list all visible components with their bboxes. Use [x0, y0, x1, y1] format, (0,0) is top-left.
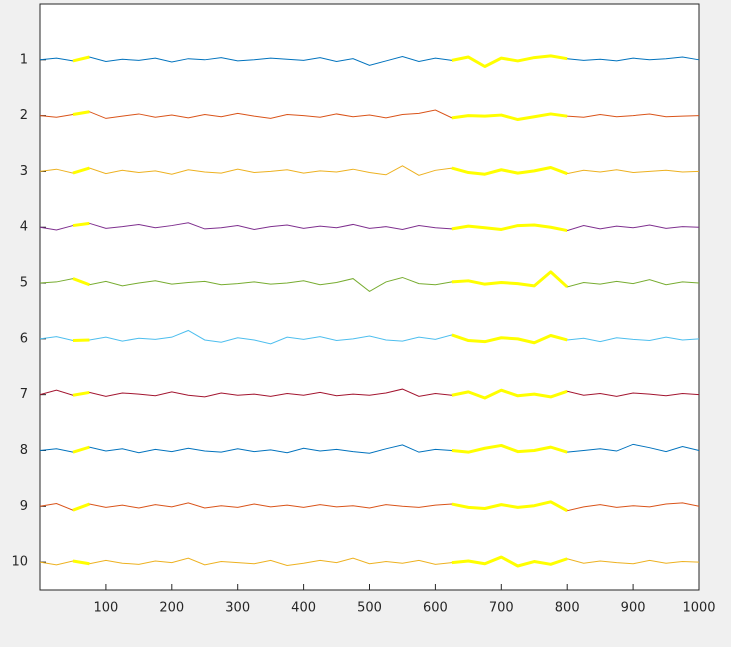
series-line: [39, 165, 700, 176]
y-tick-label: 5: [20, 276, 28, 291]
series-line: [39, 329, 700, 345]
highlight-line: [72, 502, 90, 512]
highlight-line: [72, 338, 90, 343]
y-tick-label: 8: [20, 443, 28, 458]
y-tick-label: 4: [20, 220, 28, 235]
highlight-line: [72, 221, 90, 228]
x-tick-label: 200: [159, 601, 184, 616]
highlight-line: [451, 270, 569, 289]
y-tick-label: 9: [20, 499, 28, 514]
series-line: [39, 109, 700, 121]
x-tick-label: 100: [93, 601, 118, 616]
y-tick-label: 10: [11, 555, 28, 570]
x-tick-label: 300: [225, 601, 250, 616]
highlight-line: [72, 559, 90, 566]
highlight-line: [451, 555, 568, 568]
highlight-line: [72, 445, 90, 454]
series-line: [39, 501, 700, 512]
highlight-line: [451, 54, 568, 69]
series-line: [39, 443, 700, 454]
series-line: [39, 222, 700, 232]
highlight-line: [72, 277, 90, 287]
highlight-line: [72, 110, 90, 116]
x-tick-label: 600: [423, 601, 448, 616]
axes-box: [39, 3, 700, 591]
series-line: [39, 556, 700, 567]
y-tick-label: 1: [20, 52, 28, 67]
series-line: [39, 388, 700, 399]
highlight-line: [72, 55, 90, 63]
y-tick-label: 3: [20, 164, 28, 179]
y-tick-label: 7: [20, 387, 28, 402]
x-tick-label: 800: [555, 601, 580, 616]
highlight-line: [451, 223, 568, 233]
highlight-line: [451, 112, 568, 122]
x-tick-label: 400: [291, 601, 316, 616]
highlight-line: [72, 166, 90, 175]
x-tick-label: 1000: [682, 601, 715, 616]
x-tick-label: 900: [621, 601, 646, 616]
y-tick-label: 6: [20, 331, 28, 346]
x-tick-label: 700: [489, 601, 514, 616]
y-tick-label: 2: [20, 108, 28, 123]
highlight-line: [451, 333, 568, 345]
x-tick-label: 500: [357, 601, 382, 616]
highlight-line: [451, 166, 568, 176]
series-line: [39, 271, 700, 293]
series-line: [39, 55, 700, 68]
highlight-line: [72, 390, 90, 397]
highlight-line: [451, 500, 568, 513]
highlight-line: [451, 388, 568, 400]
highlight-line: [451, 443, 568, 454]
